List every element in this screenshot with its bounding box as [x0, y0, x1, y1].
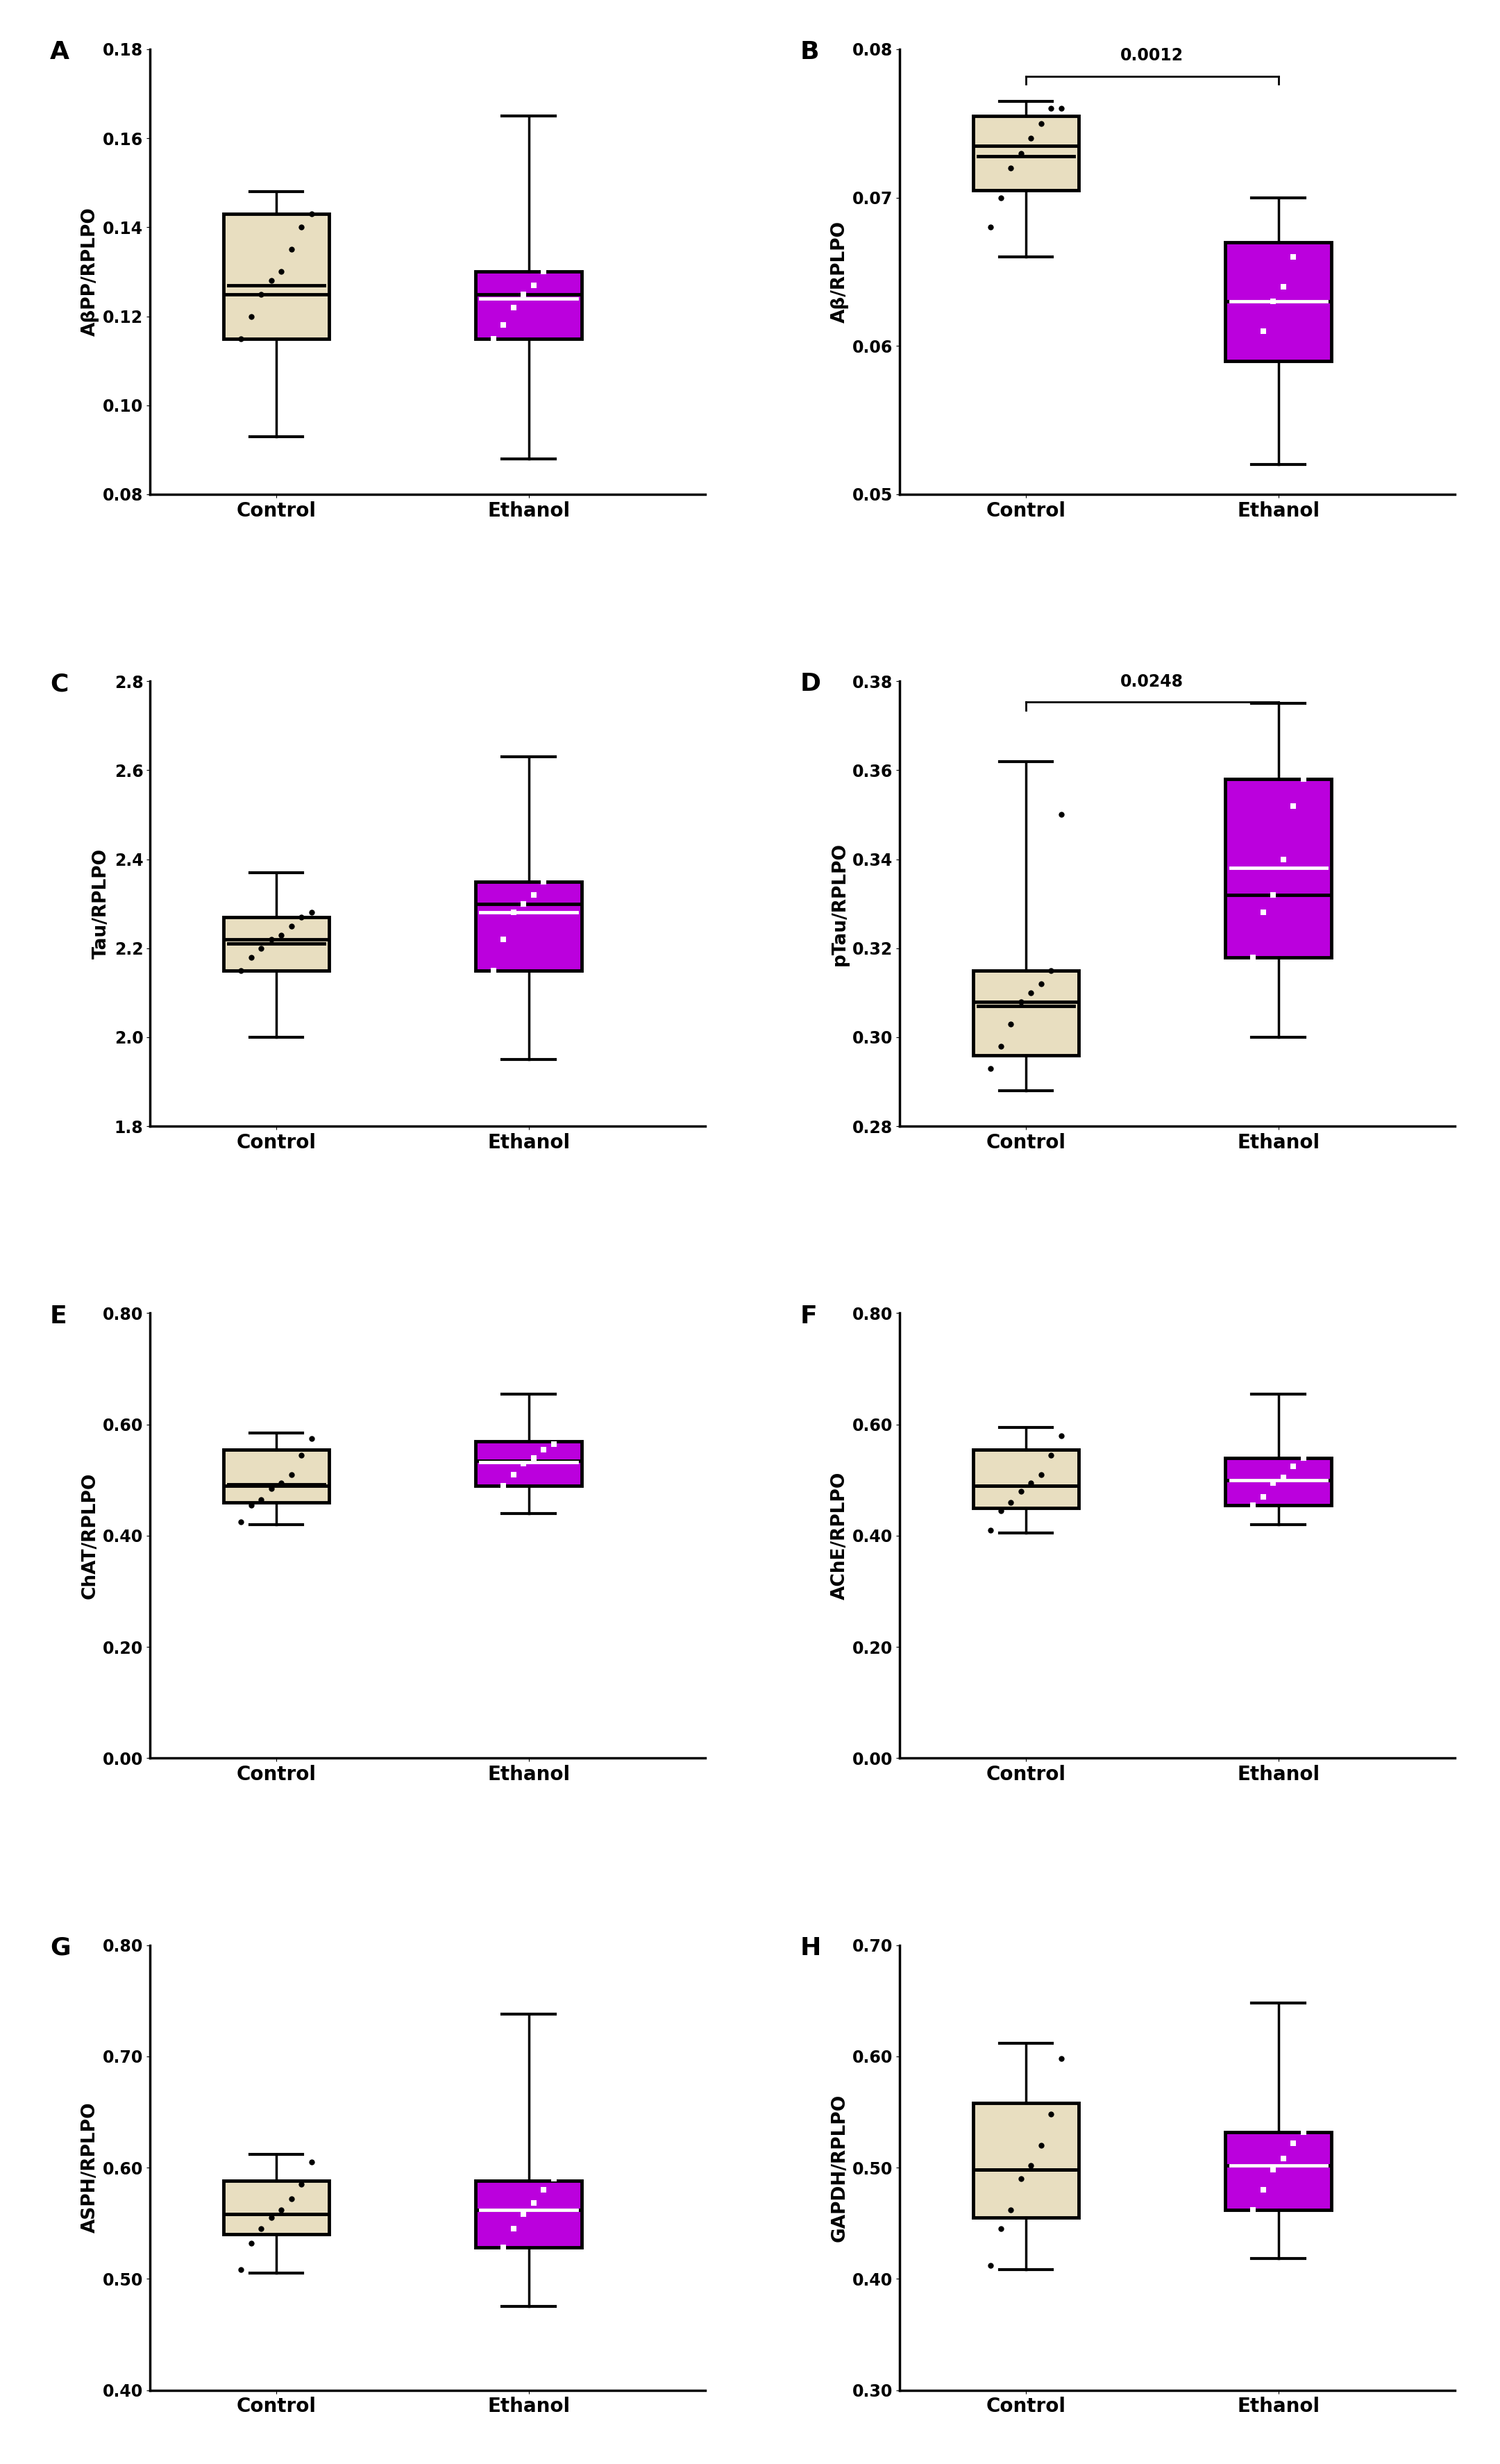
PathPatch shape	[223, 1449, 328, 1503]
PathPatch shape	[223, 917, 328, 971]
Y-axis label: GAPDH/RPLPO: GAPDH/RPLPO	[831, 2094, 849, 2242]
PathPatch shape	[1225, 1459, 1332, 1506]
Y-axis label: pTau/RPLPO: pTau/RPLPO	[831, 843, 849, 966]
Text: E: E	[50, 1303, 67, 1328]
PathPatch shape	[974, 971, 1078, 1055]
PathPatch shape	[1225, 241, 1332, 360]
PathPatch shape	[223, 2181, 328, 2235]
Y-axis label: AβPP/RPLPO: AβPP/RPLPO	[81, 207, 99, 335]
PathPatch shape	[223, 214, 328, 338]
Text: H: H	[800, 1937, 821, 1959]
Text: B: B	[800, 39, 819, 64]
Y-axis label: AChE/RPLPO: AChE/RPLPO	[831, 1471, 849, 1599]
Text: D: D	[800, 673, 821, 695]
PathPatch shape	[974, 1449, 1078, 1508]
Y-axis label: ChAT/RPLPO: ChAT/RPLPO	[81, 1473, 99, 1599]
PathPatch shape	[974, 116, 1078, 190]
Text: C: C	[50, 673, 69, 695]
Text: 0.0248: 0.0248	[1120, 673, 1184, 690]
Text: G: G	[50, 1937, 70, 1959]
Y-axis label: ASPH/RPLPO: ASPH/RPLPO	[81, 2102, 99, 2232]
PathPatch shape	[476, 882, 582, 971]
PathPatch shape	[476, 2181, 582, 2247]
PathPatch shape	[1225, 779, 1332, 956]
PathPatch shape	[476, 1441, 582, 1486]
Text: F: F	[800, 1303, 818, 1328]
Text: 0.0012: 0.0012	[1120, 47, 1184, 64]
Text: A: A	[50, 39, 69, 64]
PathPatch shape	[476, 271, 582, 338]
PathPatch shape	[1225, 2131, 1332, 2210]
Y-axis label: Tau/RPLPO: Tau/RPLPO	[93, 848, 111, 958]
Y-axis label: Aβ/RPLPO: Aβ/RPLPO	[831, 222, 849, 323]
PathPatch shape	[974, 2104, 1078, 2218]
